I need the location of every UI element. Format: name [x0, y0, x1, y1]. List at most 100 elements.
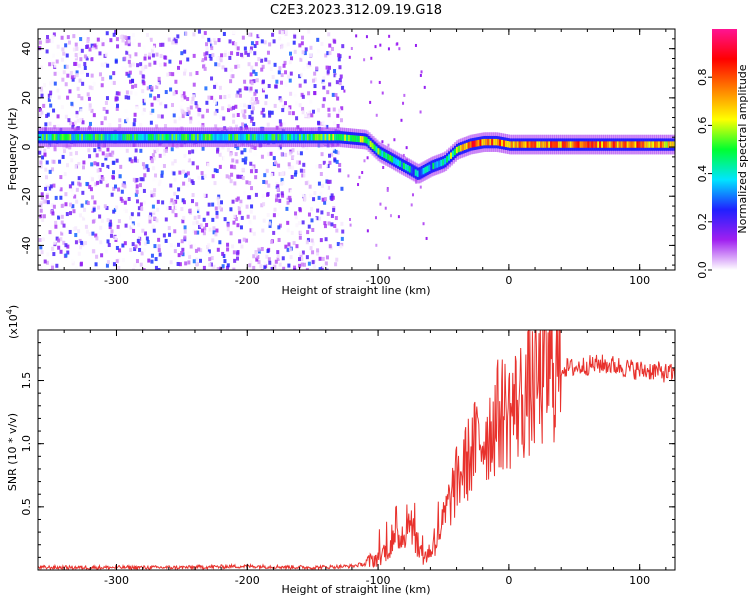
spectrogram-cell [221, 106, 225, 111]
spectrogram-cell [39, 245, 43, 250]
spectrogram-cell [374, 216, 377, 220]
spectrogram-cell [217, 194, 221, 199]
spectrogram-cell [288, 105, 292, 110]
spectrogram-cell [65, 212, 69, 217]
spectrogram-ridge-core [189, 134, 193, 141]
spectrogram-ridge-core [81, 134, 85, 141]
spectrogram-ridge-core [367, 138, 371, 146]
spectrogram-ridge-core [673, 141, 675, 148]
spectrogram-cell [56, 52, 60, 57]
spectrogram-cell [288, 157, 292, 162]
spectrogram-cell [214, 206, 218, 211]
spectrogram-cell [248, 263, 252, 268]
spectrogram-ridge-core [98, 134, 102, 141]
spectrogram-ridge-core [222, 134, 226, 141]
spectrogram-cell [91, 231, 95, 236]
spectrogram-ridge-core [112, 134, 116, 141]
spectrogram-ridge-core [304, 134, 308, 141]
spectrogram-cell [105, 96, 109, 101]
spectrogram-ridge-core [271, 134, 275, 141]
spectrogram-cell [156, 207, 160, 212]
spectrogram-cell [74, 226, 78, 231]
spectrogram-cell [100, 38, 104, 43]
spectrogram-cell [49, 81, 53, 86]
spectrogram-cell [262, 86, 266, 91]
spectrogram-cell [269, 66, 273, 71]
spectrogram-ridge-core [177, 134, 181, 141]
spectrogram-ridge-core [346, 134, 350, 142]
spectrogram-cell [320, 152, 324, 157]
spectrogram-cell [141, 65, 145, 70]
spectrogram-cell [363, 159, 366, 163]
spectrogram-cell [266, 249, 270, 254]
spectrogram-cell [104, 167, 108, 172]
spectrogram-ridge-core [53, 134, 57, 141]
spectrogram-cell [325, 62, 329, 67]
spectrogram-ridge-core [361, 136, 365, 143]
spectrogram-cell [48, 121, 52, 126]
spectrogram-ridge-core [465, 142, 469, 150]
spectrogram-ridge-core [200, 134, 204, 141]
spectrogram-cell [137, 222, 141, 227]
spectrogram-cell [164, 217, 168, 222]
spectrogram-cell [134, 244, 138, 249]
spectrogram-cell [243, 148, 247, 153]
spectrogram-cell [321, 256, 325, 261]
spectrogram-cell [268, 223, 272, 228]
spectrogram-cell [44, 167, 48, 172]
spectrogram-cell [101, 177, 105, 182]
spectrogram-cell [186, 57, 190, 62]
spectrogram-cell [93, 200, 97, 205]
spectrogram-cell [241, 175, 245, 180]
spectrogram-cell [284, 70, 288, 75]
spectrogram-cell [284, 244, 288, 249]
spectrogram-cell [165, 206, 169, 211]
spectrogram-cell [101, 162, 105, 167]
spectrogram-cell [118, 118, 122, 123]
spectrogram-cell [114, 93, 118, 98]
spectrogram-cell [361, 171, 364, 175]
spectrogram-cell [181, 219, 185, 224]
spectrogram-ridge-core [149, 134, 153, 141]
spectrogram-cell [293, 49, 297, 54]
spectrogram-cell [128, 79, 132, 84]
spectrogram-cell [187, 240, 191, 245]
spectrogram-cell [119, 35, 123, 40]
spectrogram-cell [79, 245, 83, 250]
spectrogram-cell [229, 207, 233, 212]
spectrogram-cell [263, 173, 267, 178]
spectrogram-cell [103, 153, 107, 158]
spectrogram-cell [203, 66, 207, 71]
spectrogram-cell [210, 43, 214, 48]
spectrogram-ridge-core [57, 134, 61, 141]
spectrogram-cell [249, 228, 253, 233]
spectrogram-cell [226, 247, 230, 252]
spectrogram-ridge-core [138, 134, 142, 141]
spectrogram-ridge-core [171, 134, 175, 141]
spectrogram-cell [154, 257, 158, 262]
spectrogram-cell [222, 31, 226, 36]
spectrogram-cell [153, 188, 157, 193]
spectrogram-ridge-core [436, 161, 440, 168]
spectrogram-cell [270, 239, 274, 244]
spectrogram-cell [71, 77, 75, 82]
spectrogram-cell [163, 62, 167, 67]
spectrogram-cell [188, 150, 192, 155]
spectrogram-cell [153, 146, 157, 151]
spectrogram-cell [127, 39, 131, 44]
spectrogram-cell [262, 179, 266, 184]
spectrogram-ridge-core [404, 163, 408, 171]
spectrogram-cell [398, 47, 401, 51]
spectrogram-cell [173, 229, 177, 234]
spectrogram-cell [274, 259, 278, 264]
spectrogram-cell [313, 123, 317, 128]
spectrogram-cell [38, 108, 42, 113]
spectrogram-cell [97, 205, 101, 210]
spectrogram-ridge-core [275, 134, 279, 141]
spectrogram-cell [60, 57, 64, 62]
spectrogram-cell [77, 122, 81, 127]
spectrogram-cell [270, 266, 274, 270]
spectrogram-cell [177, 253, 181, 258]
spectrogram-cell [92, 113, 96, 118]
spectrogram-cell [201, 146, 205, 151]
